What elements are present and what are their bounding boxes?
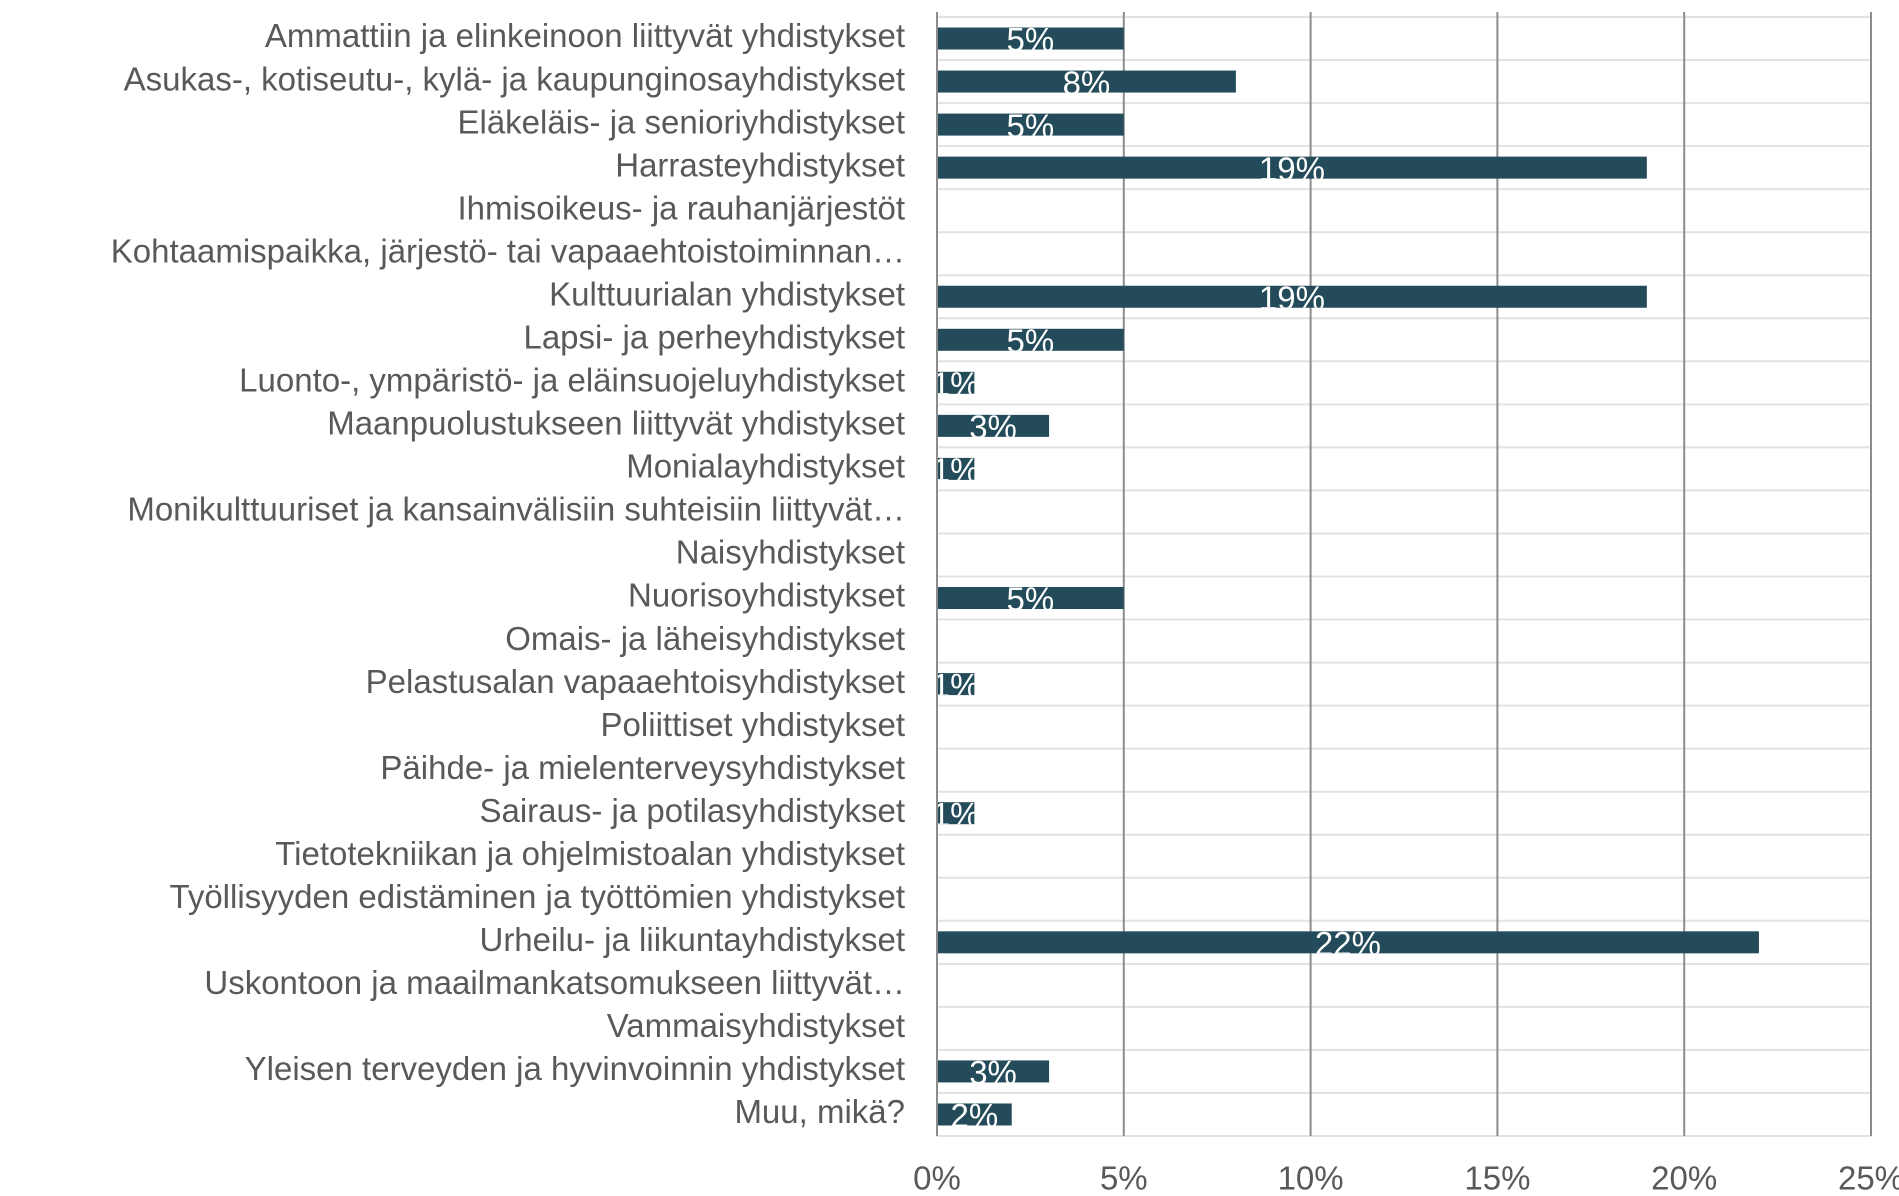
bar (937, 328, 1124, 351)
category-label: Urheilu- ja liikuntayhdistykset (479, 921, 905, 958)
category-label: Kulttuurialan yhdistykset (549, 275, 905, 312)
bar (937, 156, 1647, 179)
value-label: 3% (969, 409, 1017, 446)
category-label: Yleisen terveyden ja hyvinvoinnin yhdist… (245, 1050, 905, 1087)
category-label: Tietotekniikan ja ohjelmistoalan yhdisty… (275, 835, 905, 872)
value-label: 2% (951, 1097, 999, 1134)
category-label: Harrasteyhdistykset (615, 146, 905, 183)
bar (937, 27, 1124, 50)
bar (937, 673, 975, 696)
value-label: 1% (932, 366, 980, 403)
category-label: Asukas-, kotiseutu-, kylä- ja kaupungino… (124, 60, 905, 97)
category-label: Monikulttuuriset ja kansainvälisiin suht… (127, 491, 905, 528)
value-label: 5% (1007, 581, 1055, 618)
category-label: Ihmisoikeus- ja rauhanjärjestöt (457, 189, 905, 226)
bar (937, 371, 975, 394)
category-label: Poliittiset yhdistykset (601, 706, 905, 743)
category-label: Maanpuolustukseen liittyvät yhdistykset (327, 405, 905, 442)
bar (937, 457, 975, 480)
x-tick-label: 15% (1464, 1160, 1530, 1196)
bar (937, 285, 1647, 308)
value-label: 1% (932, 796, 980, 833)
category-label: Lapsi- ja perheyhdistykset (523, 319, 905, 356)
x-tick-label: 0% (913, 1160, 961, 1196)
category-label: Luonto-, ympäristö- ja eläinsuojeluyhdis… (239, 362, 905, 399)
value-label: 8% (1063, 64, 1111, 101)
category-label: Kohtaamispaikka, järjestö- tai vapaaehto… (111, 232, 905, 269)
value-label: 1% (932, 667, 980, 704)
category-label: Naisyhdistykset (676, 534, 905, 571)
value-label: 3% (969, 1054, 1017, 1091)
bar (937, 113, 1124, 136)
value-label: 19% (1259, 279, 1325, 316)
bar (937, 1103, 1012, 1126)
value-label: 5% (1007, 323, 1055, 360)
x-tick-label: 5% (1100, 1160, 1148, 1196)
x-tick-label: 10% (1278, 1160, 1344, 1196)
category-label: Sairaus- ja potilasyhdistykset (479, 792, 905, 829)
category-label: Vammaisyhdistykset (607, 1007, 905, 1044)
value-label: 1% (932, 452, 980, 489)
x-tick-label: 25% (1838, 1160, 1899, 1196)
category-label: Nuorisoyhdistykset (628, 577, 905, 614)
category-label: Päihde- ja mielenterveysyhdistykset (380, 749, 905, 786)
x-tick-label: 20% (1651, 1160, 1717, 1196)
category-label: Monialayhdistykset (626, 448, 905, 485)
category-label: Omais- ja läheisyhdistykset (505, 620, 905, 657)
category-label: Muu, mikä? (734, 1093, 905, 1130)
value-label: 5% (1007, 107, 1055, 144)
value-label: 22% (1315, 925, 1381, 962)
bar (937, 802, 975, 825)
bar (937, 70, 1236, 93)
category-label: Uskontoon ja maailmankatsomukseen liitty… (204, 964, 905, 1001)
category-label: Eläkeläis- ja senioriyhdistykset (457, 103, 905, 140)
category-label: Työllisyyden edistäminen ja työttömien y… (169, 878, 905, 915)
category-label: Ammattiin ja elinkeinoon liittyvät yhdis… (265, 17, 905, 54)
value-label: 5% (1007, 21, 1055, 58)
bar (937, 1060, 1050, 1083)
category-label: Pelastusalan vapaaehtoisyhdistykset (366, 663, 905, 700)
bar (937, 931, 1759, 954)
value-label: 19% (1259, 150, 1325, 187)
bar (937, 587, 1124, 610)
bar (937, 414, 1050, 437)
